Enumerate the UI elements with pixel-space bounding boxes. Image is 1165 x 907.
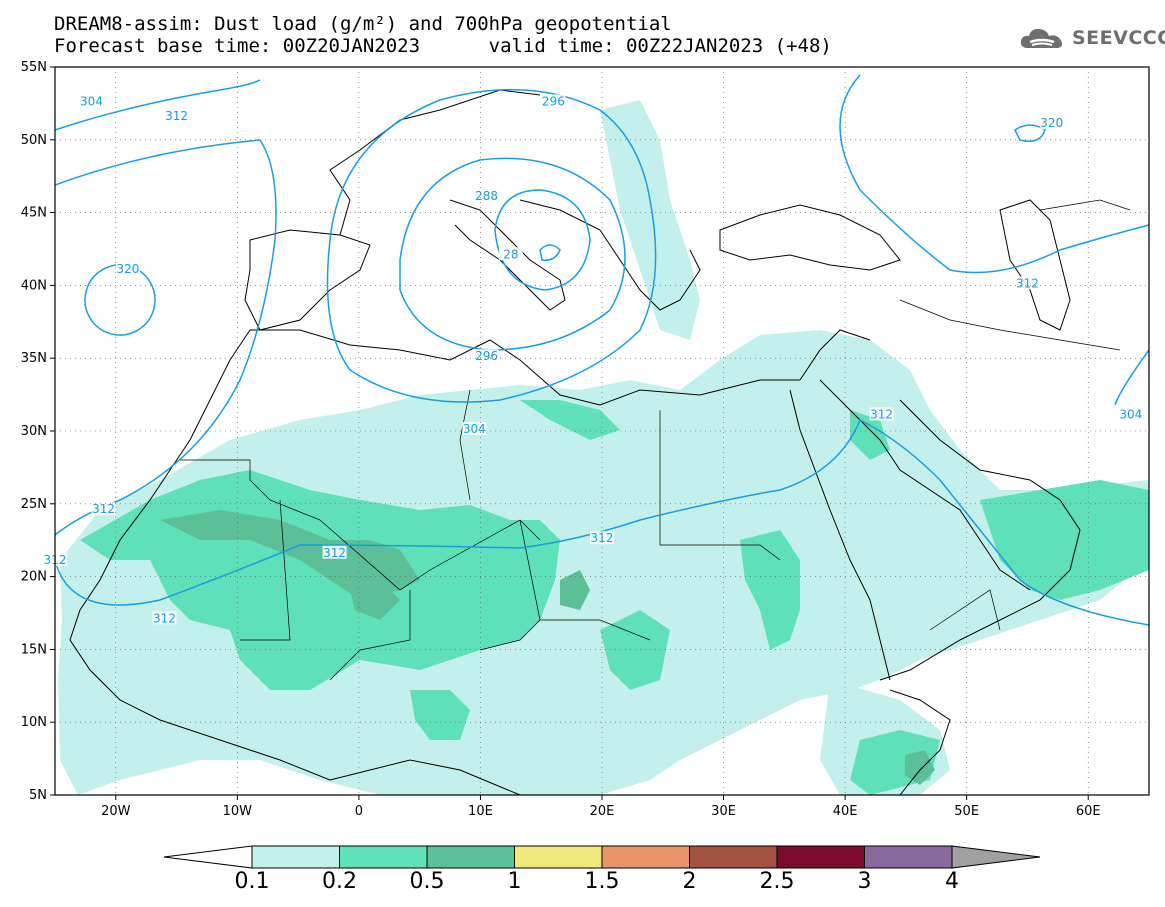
contour-label: 312: [153, 611, 176, 625]
colorbar-segment: [339, 845, 428, 869]
colorbar: 0.1 0.2 0.5 1 1.5 2 2.5 3 4: [163, 845, 1041, 894]
lat-tick-label: 30N: [21, 424, 47, 439]
colorbar-under-triangle: [163, 845, 253, 869]
lon-tick-label: 30E: [711, 804, 736, 819]
lon-tick-label: 0: [355, 804, 363, 819]
geopotential-contours: [55, 74, 1149, 626]
lon-tick-label: 10W: [223, 804, 253, 819]
colorbar-over-triangle: [951, 845, 1041, 869]
colorbar-segment: [514, 845, 603, 869]
lat-tick-label: 50N: [21, 133, 47, 148]
logo-text: SEEVCCC: [1072, 27, 1165, 49]
colorbar-segment: [251, 845, 340, 869]
lon-tick-label: 10E: [468, 804, 493, 819]
contour-label: 296: [542, 94, 565, 108]
country-borders: [180, 199, 1131, 681]
lat-tick-label: 55N: [21, 60, 47, 75]
map-title: DREAM8-assim: Dust load (g/m²) and 700hP…: [54, 13, 672, 35]
contour-labels: 304 312 296 288 28 320 296 304 312 312 320 304 312 31…: [43, 94, 1143, 625]
contour-label: 296: [475, 349, 498, 363]
contour-label: 28: [503, 247, 518, 261]
lat-tick-label: 35N: [21, 351, 47, 366]
lon-tick-label: 20E: [590, 804, 615, 819]
seevccc-logo: SEEVCCC: [1018, 24, 1165, 52]
contour-label: 320: [116, 262, 139, 276]
contour-label: 312: [323, 546, 346, 560]
lon-tick-label: 60E: [1076, 804, 1101, 819]
cloud-icon: [1020, 28, 1063, 48]
lat-tick-label: 20N: [21, 570, 47, 585]
lat-tick-label: 25N: [21, 497, 47, 512]
colorbar-label: 0.5: [410, 869, 445, 894]
contour-label: 312: [92, 502, 115, 516]
colorbar-label: 0.2: [322, 869, 357, 894]
lat-tick-label: 45N: [21, 206, 47, 221]
lon-tick-label: 50E: [954, 804, 979, 819]
colorbar-label: 3: [858, 869, 872, 894]
dust-load-shading: [58, 100, 1149, 795]
contour-label: 312: [870, 407, 893, 421]
lat-tick-label: 10N: [21, 715, 47, 730]
colorbar-segment: [601, 845, 690, 869]
lon-tick-label: 20W: [101, 804, 131, 819]
contour-label: 320: [1040, 116, 1063, 130]
colorbar-segment: [776, 845, 865, 869]
contour-label: 304: [80, 94, 103, 108]
lat-tick-label: 5N: [29, 788, 47, 803]
contour-label: 304: [463, 422, 486, 436]
colorbar-label: 2: [683, 869, 697, 894]
axis-ticks: 5N 10N 15N 20N 25N 30N 35N 40N 45N 50N 55N 20W 10W 0 1…: [21, 60, 1101, 819]
contour-label: 312: [165, 109, 188, 123]
forecast-time-line: Forecast base time: 00Z20JAN2023 valid t…: [54, 35, 832, 57]
contour-label: 312: [1016, 276, 1039, 290]
colorbar-segment: [864, 845, 953, 869]
colorbar-label: 2.5: [760, 869, 795, 894]
lat-tick-label: 40N: [21, 278, 47, 293]
colorbar-label: 1: [508, 869, 522, 894]
lon-tick-label: 40E: [833, 804, 858, 819]
contour-label: 288: [475, 189, 498, 203]
colorbar-label: 0.1: [235, 869, 270, 894]
colorbar-label: 1.5: [585, 869, 620, 894]
colorbar-label: 4: [945, 869, 959, 894]
contour-label: 304: [1119, 407, 1142, 421]
colorbar-segment: [426, 845, 515, 869]
lat-tick-label: 15N: [21, 642, 47, 657]
contour-label: 312: [591, 531, 614, 545]
colorbar-segment: [689, 845, 778, 869]
